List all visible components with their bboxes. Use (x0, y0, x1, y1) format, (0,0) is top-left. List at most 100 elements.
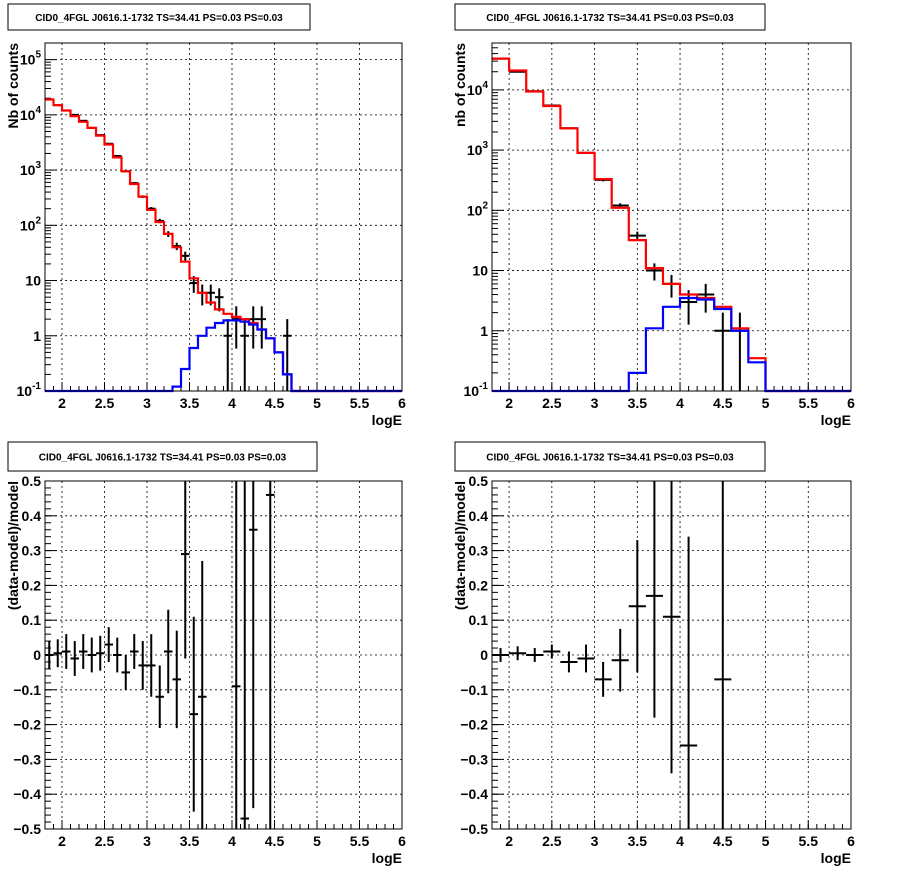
y-tick-label: −0.3 (460, 751, 488, 767)
plot-frame (491, 42, 852, 392)
x-tick-label: 5.5 (799, 395, 819, 411)
x-tick-label: 3.5 (628, 833, 648, 849)
x-tick-label: 3.5 (180, 833, 200, 849)
data-point (266, 481, 275, 829)
y-tick-label: 0.2 (469, 577, 489, 593)
x-tick-label: 6 (398, 395, 406, 411)
data-point (70, 641, 79, 676)
x-tick-label: 2.5 (542, 833, 562, 849)
data-point (181, 481, 190, 659)
y-axis-label: (data-model)/model (5, 481, 21, 610)
y-tick-label: 1 (33, 328, 41, 344)
x-tick-label: 2 (505, 395, 513, 411)
data-point (628, 231, 646, 241)
histogram-line-red (492, 57, 851, 393)
x-tick-label: 3 (143, 395, 151, 411)
data-point (189, 616, 198, 812)
data-point (645, 263, 663, 281)
y-tick-label: 10-1 (17, 381, 42, 399)
x-tick-label: 4.5 (713, 395, 733, 411)
data-point (121, 655, 130, 690)
x-tick-label: 2.5 (95, 833, 115, 849)
data-point (96, 635, 105, 671)
data-point (492, 648, 510, 662)
data-point (645, 481, 663, 718)
x-tick-label: 6 (847, 395, 855, 411)
x-tick-label: 5 (762, 833, 770, 849)
x-tick-label: 4 (676, 395, 684, 411)
data-point (172, 630, 181, 729)
x-tick-label: 4.5 (265, 833, 285, 849)
data-point (215, 288, 224, 312)
data-point (283, 319, 292, 391)
chart-panel-residual-logE-coarse: CID0_4FGL J0616.1-1732 TS=34.41 PS=0.03 … (452, 441, 855, 866)
data-point (714, 312, 732, 391)
data-point (138, 641, 147, 690)
data-point (249, 481, 258, 809)
x-tick-label: 5 (313, 833, 321, 849)
data-point (509, 646, 527, 661)
title-box (7, 3, 311, 31)
plot-frame (44, 42, 403, 392)
histogram-line-blue (492, 296, 851, 393)
y-tick-label: 10 (472, 263, 488, 279)
data-point (232, 481, 241, 829)
histogram-line-red (45, 98, 402, 393)
x-axis-label: logE (821, 850, 851, 866)
y-tick-label: 0.2 (22, 577, 42, 593)
x-tick-label: 5.5 (799, 833, 819, 849)
data-point (611, 628, 629, 692)
data-point (662, 274, 681, 298)
x-tick-label: 3 (591, 833, 599, 849)
y-tick-label: 0.1 (469, 612, 489, 628)
data-point (680, 536, 698, 829)
x-axis-label: logE (372, 850, 402, 866)
data-point (526, 648, 544, 662)
x-tick-label: 2.5 (542, 395, 562, 411)
y-tick-label: −0.5 (460, 821, 488, 837)
chart-panel-counts-logE-bin: CID0_4FGL J0616.1-1732 TS=34.41 PS=0.03 … (5, 3, 406, 428)
data-point (79, 634, 88, 669)
y-tick-label: 0.5 (22, 473, 42, 489)
y-tick-label: 102 (20, 215, 42, 233)
chart-panel-counts-logE-coarse: CID0_4FGL J0616.1-1732 TS=34.41 PS=0.03 … (452, 3, 855, 428)
data-point (249, 306, 258, 349)
x-tick-label: 4 (676, 833, 684, 849)
y-tick-label: −0.2 (460, 717, 488, 733)
chart-title: CID0_4FGL J0616.1-1732 TS=34.41 PS=0.03 … (35, 13, 283, 24)
x-tick-label: 4 (228, 833, 236, 849)
data-point (155, 665, 164, 729)
y-tick-label: 104 (20, 105, 42, 123)
x-tick-label: 5.5 (350, 395, 370, 411)
x-tick-label: 5.5 (350, 833, 370, 849)
x-tick-label: 3.5 (180, 395, 200, 411)
x-tick-label: 4.5 (713, 833, 733, 849)
data-point (198, 284, 207, 306)
x-tick-label: 4.5 (265, 395, 285, 411)
plot-frame (44, 480, 403, 830)
y-tick-label: 0.3 (22, 543, 42, 559)
y-tick-label: −0.1 (460, 682, 488, 698)
data-point (662, 481, 681, 774)
data-point (147, 634, 156, 697)
y-tick-label: 0 (480, 647, 488, 663)
data-point (594, 661, 612, 697)
data-point (628, 540, 646, 673)
y-tick-label: 0.5 (469, 473, 489, 489)
y-tick-label: 105 (20, 50, 42, 68)
y-axis-label: Nb of counts (5, 43, 21, 129)
data-point (577, 644, 595, 673)
y-tick-label: 0.4 (22, 508, 42, 524)
data-point (87, 637, 96, 673)
y-tick-label: 0.1 (22, 612, 42, 628)
chart-title: CID0_4FGL J0616.1-1732 TS=34.41 PS=0.03 … (486, 453, 734, 464)
data-point (731, 312, 749, 391)
y-tick-label: 103 (467, 140, 489, 158)
y-tick-label: −0.3 (13, 751, 41, 767)
data-point (240, 319, 249, 391)
y-tick-label: 0 (33, 647, 41, 663)
x-tick-label: 3 (591, 395, 599, 411)
data-point (45, 641, 54, 669)
y-tick-label: −0.2 (13, 717, 41, 733)
x-tick-label: 2.5 (95, 395, 115, 411)
